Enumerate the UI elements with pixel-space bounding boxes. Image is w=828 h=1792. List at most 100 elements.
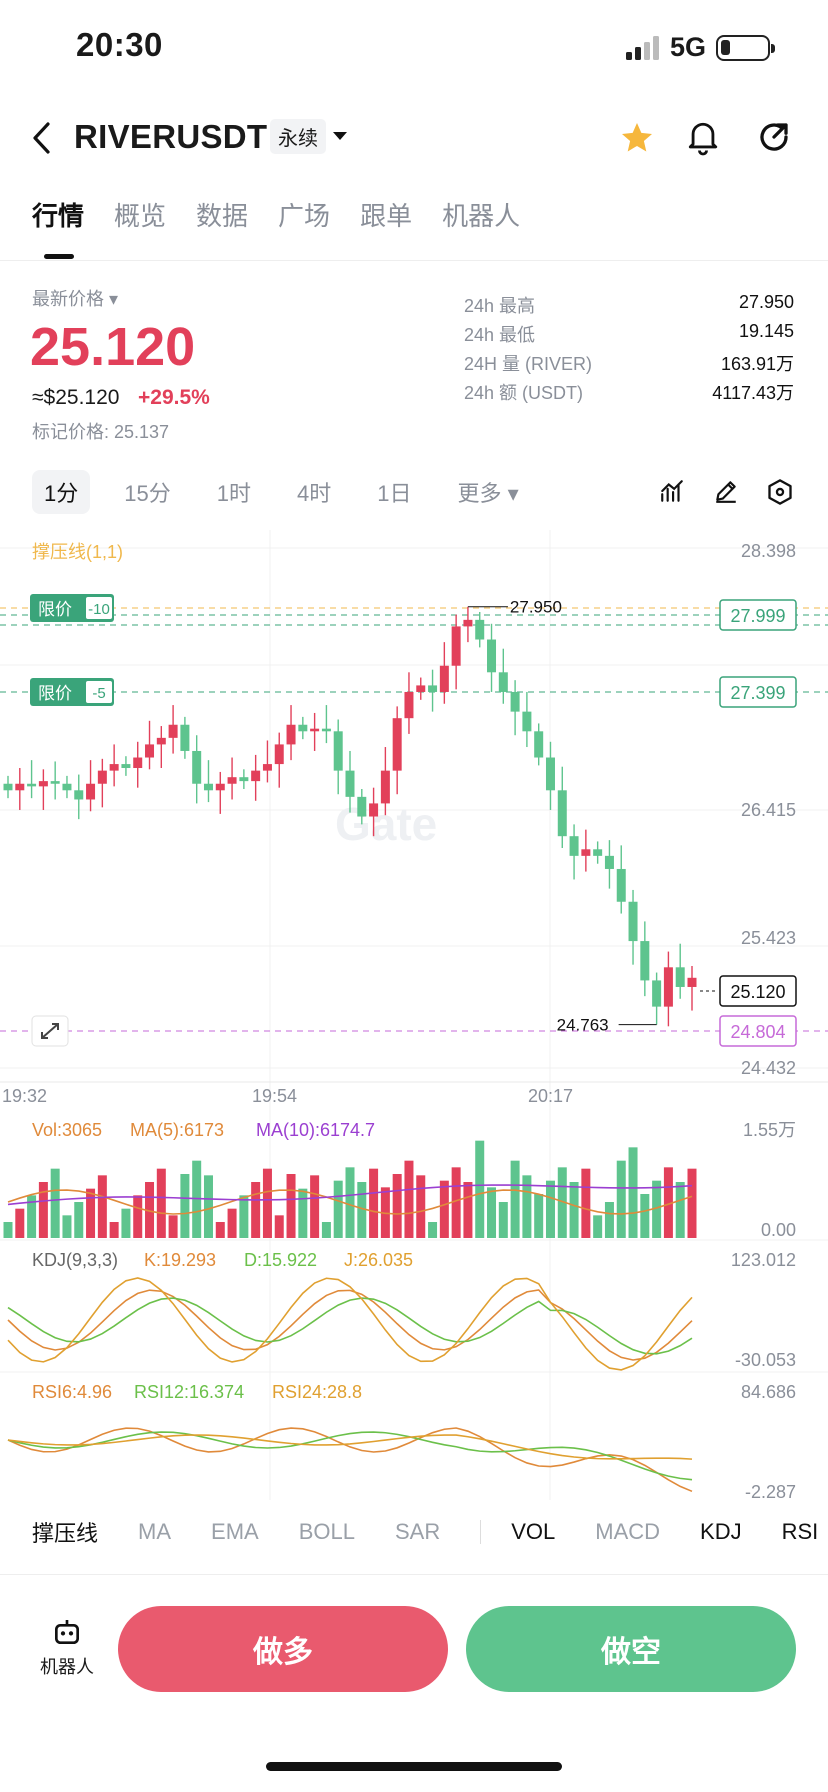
rsi-top: 84.686 [741,1382,796,1402]
candle-body [487,639,497,673]
top-bar: RIVERUSDT 永续 [0,108,828,170]
volume-bar [557,1167,567,1238]
volume-bar [180,1174,190,1238]
volume-bar [475,1140,485,1238]
volume-bar [439,1180,449,1238]
stat-key: 24h 最高 [464,296,536,316]
chevron-down-icon[interactable] [332,130,348,142]
candle-body [74,790,84,800]
volume-bar [3,1222,13,1238]
stat-row: 24h 最高 27.950 [464,292,794,321]
volume-bar [121,1208,131,1238]
last-price: 25.120 [30,317,196,377]
candle-body [534,731,544,758]
tab-robot[interactable]: 机器人 [442,201,521,231]
rsi12-label: RSI12:16.374 [134,1382,244,1402]
volume-bar [239,1195,249,1238]
volume-bar [487,1187,497,1238]
volume-bar [357,1182,367,1238]
volume-bar [227,1208,237,1238]
order-qty-bg [86,681,112,703]
volume-bar [251,1182,261,1238]
tab-overview[interactable]: 概览 [114,201,167,231]
short-button[interactable]: 做空 [466,1606,796,1692]
share-icon[interactable] [756,118,792,156]
watermark: Gate [335,798,437,850]
candle-body [145,744,155,758]
ind-ema[interactable]: EMA [211,1519,259,1544]
order-tag-label: 限价 [38,600,72,619]
ind-sar[interactable]: SAR [394,1519,441,1544]
symbol-title[interactable]: RIVERUSDT [74,118,268,155]
bell-icon[interactable] [686,118,720,156]
rsi24-line [7,1434,693,1460]
kline-chart[interactable]: Gate 撑压线(1,1) 28.398 26.415 25.423 24.432 19:3… [0,530,828,1510]
indicator-icon[interactable] [658,478,686,504]
stat-row: 24h 额 (USDT) 4117.43万 [464,379,794,408]
x-tick-label: 19:32 [2,1086,47,1106]
chart-tools [658,478,794,506]
tf-1h[interactable]: 1时 [216,481,251,506]
tab-square[interactable]: 广场 [278,201,331,231]
order-qty-bg [86,597,112,619]
tab-data[interactable]: 数据 [196,201,249,231]
tf-more[interactable]: 更多 ▾ [457,481,519,506]
volume-bar [262,1168,272,1238]
ind-macd[interactable]: MACD [595,1519,661,1544]
candle-body [439,665,449,692]
ind-kdj[interactable]: KDJ [700,1519,742,1544]
ind-ma[interactable]: MA [138,1519,172,1544]
tf-1d[interactable]: 1日 [377,481,412,506]
candle-body [27,783,37,787]
kdj-k-line [7,1289,693,1361]
last-price-label[interactable]: 最新价格 ▾ [32,289,119,309]
volume-bar [581,1168,591,1238]
y-tick-label: 24.432 [741,1058,796,1078]
support-price-tag: 24.804 [730,1022,785,1042]
divider [480,1520,482,1544]
long-button[interactable]: 做多 [118,1606,448,1692]
kdj-d: D:15.922 [244,1250,317,1270]
order-tag-qty: -5 [92,685,105,702]
candle-body [251,770,261,782]
tf-4h[interactable]: 4时 [296,481,332,506]
volume-bar [133,1195,143,1238]
tf-1m[interactable]: 1分 [32,470,91,514]
rsi-bottom: -2.287 [745,1482,796,1502]
stat-value: 163.91万 [720,354,794,374]
back-icon[interactable] [30,120,54,156]
last-price-tag-bg [719,975,797,1007]
settings-hex-icon[interactable] [766,478,794,506]
volume-bar [321,1222,331,1238]
vol-bottom: 0.00 [761,1220,796,1240]
draw-pen-icon[interactable] [712,478,740,504]
ind-support-resistance[interactable]: 撑压线 [32,1521,99,1546]
candle-body [451,626,461,666]
volume-bar [604,1202,614,1238]
volume-bar [15,1208,25,1238]
timeframe-selector: 1分 15分 1时 4时 1日 更多 ▾ [32,470,531,514]
robot-button[interactable]: 机器人 [30,1616,104,1679]
volume-bar [416,1175,426,1238]
volume-bar [310,1175,320,1238]
candle-body [428,685,438,692]
mark-price: 标记价格: 25.137 [32,422,170,442]
contract-type-badge[interactable]: 永续 [270,119,326,154]
ind-boll[interactable]: BOLL [298,1519,355,1544]
tf-15m[interactable]: 15分 [124,481,171,506]
tab-active-indicator [44,254,74,259]
tab-copy-trade[interactable]: 跟单 [360,201,413,231]
last-price-tag: 25.120 [730,982,785,1002]
volume-bar [333,1180,343,1238]
star-icon[interactable] [618,120,656,156]
ind-rsi[interactable]: RSI [781,1519,819,1544]
home-indicator [266,1762,562,1771]
candle-body [321,728,331,732]
ind-vol[interactable]: VOL [511,1519,556,1544]
divider [0,260,828,261]
volume-bar [404,1160,414,1238]
tab-market[interactable]: 行情 [32,201,85,231]
x-tick-label: 19:54 [252,1086,297,1106]
candle-body [121,764,131,769]
volume-bar [498,1202,508,1238]
